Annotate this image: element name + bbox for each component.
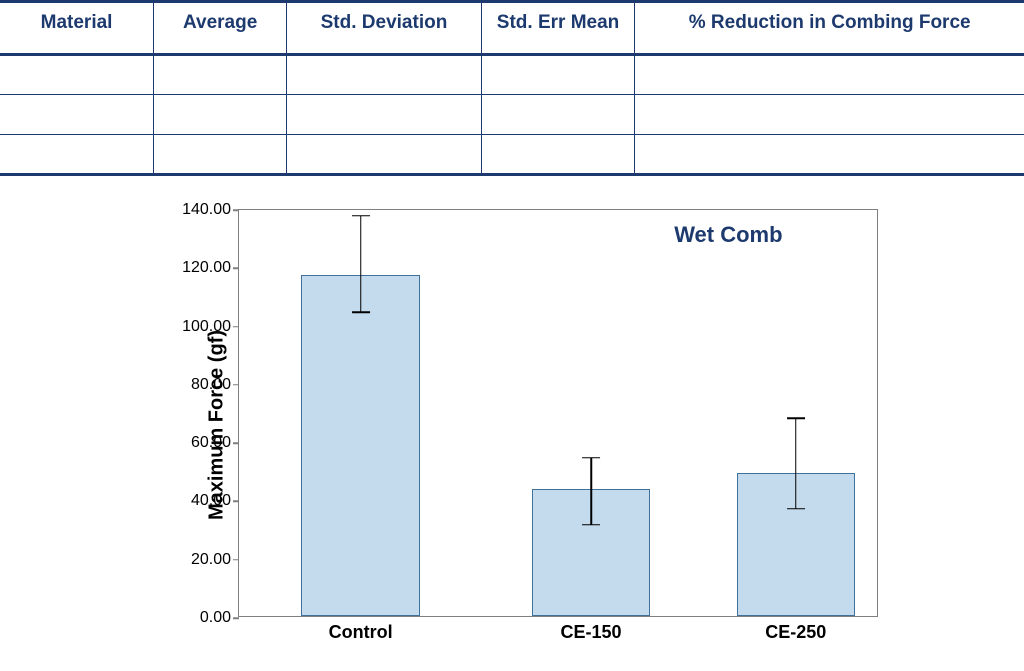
table-row bbox=[0, 54, 1024, 94]
table-cell bbox=[481, 134, 635, 174]
y-tick-label: 20.00 bbox=[175, 551, 231, 569]
chart-title: Wet Comb bbox=[674, 222, 782, 248]
table-header: Average bbox=[154, 2, 287, 55]
y-tick-label: 100.00 bbox=[175, 318, 231, 336]
table-cell bbox=[287, 54, 482, 94]
table-cell bbox=[635, 54, 1024, 94]
table-cell bbox=[154, 94, 287, 134]
table-cell bbox=[154, 134, 287, 174]
table-header: % Reduction in Combing Force bbox=[635, 2, 1024, 55]
table-cell bbox=[0, 54, 154, 94]
wet-comb-bar-chart: Maximum Force (gf) Wet Comb0.0020.0040.0… bbox=[128, 197, 896, 653]
table-cell bbox=[0, 94, 154, 134]
y-tick-label: 40.00 bbox=[175, 492, 231, 510]
table-cell bbox=[287, 94, 482, 134]
table-cell bbox=[287, 134, 482, 174]
bar bbox=[301, 275, 419, 616]
y-tick-label: 80.00 bbox=[175, 376, 231, 394]
table-cell bbox=[154, 54, 287, 94]
table-cell bbox=[481, 94, 635, 134]
x-tick-label: CE-150 bbox=[560, 622, 621, 643]
table-header: Material bbox=[0, 2, 154, 55]
table-row bbox=[0, 134, 1024, 174]
plot-area: Wet Comb0.0020.0040.0060.0080.00100.0012… bbox=[238, 209, 878, 617]
error-bar bbox=[795, 418, 797, 508]
error-bar bbox=[590, 458, 592, 525]
y-tick-label: 60.00 bbox=[175, 434, 231, 452]
data-table: MaterialAverageStd. DeviationStd. Err Me… bbox=[0, 0, 1024, 176]
x-tick-label: CE-250 bbox=[765, 622, 826, 643]
table-cell bbox=[635, 134, 1024, 174]
y-tick-label: 0.00 bbox=[175, 609, 231, 627]
table-header: Std. Err Mean bbox=[481, 2, 635, 55]
table-cell bbox=[635, 94, 1024, 134]
error-bar bbox=[360, 216, 362, 312]
table-header: Std. Deviation bbox=[287, 2, 482, 55]
x-tick-label: Control bbox=[329, 622, 393, 643]
y-tick-label: 140.00 bbox=[175, 201, 231, 219]
table-cell bbox=[0, 134, 154, 174]
y-tick-label: 120.00 bbox=[175, 259, 231, 277]
table-row bbox=[0, 94, 1024, 134]
table-cell bbox=[481, 54, 635, 94]
